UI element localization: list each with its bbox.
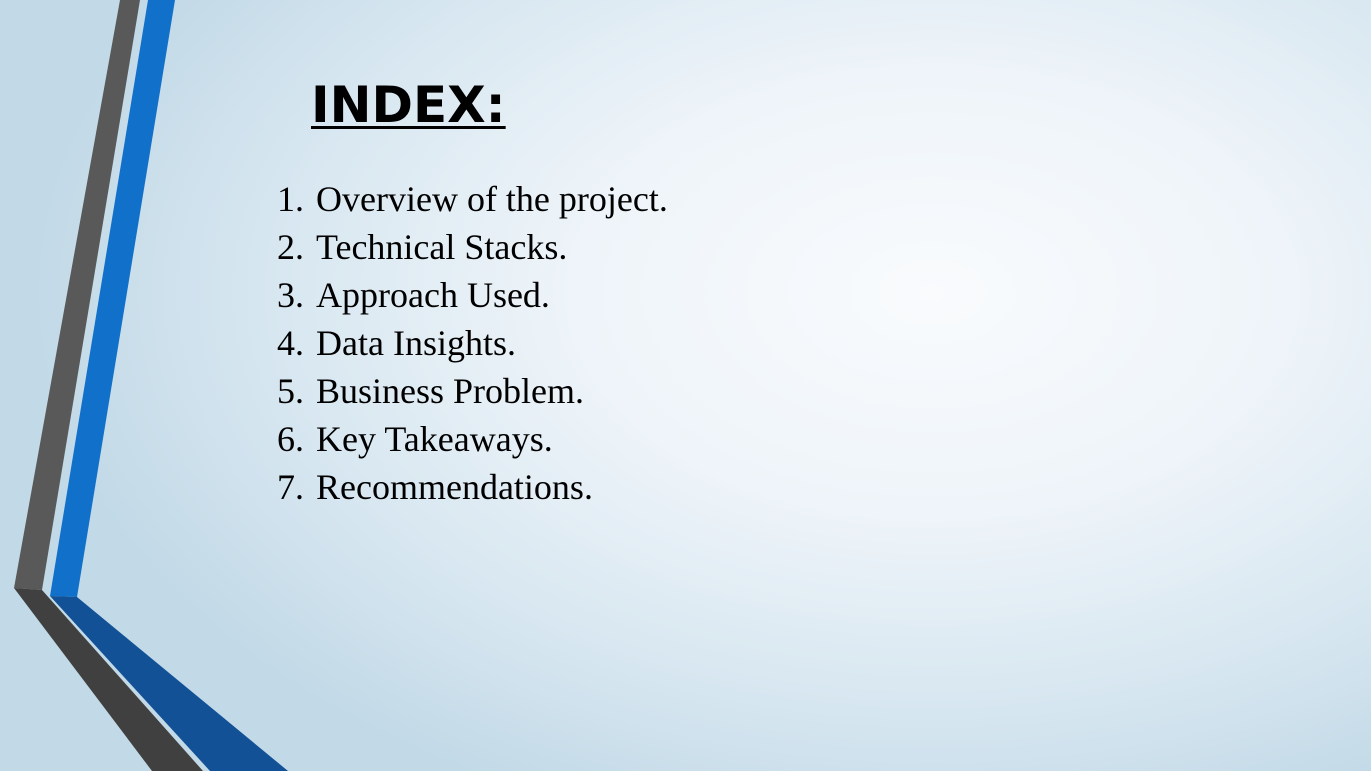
gray-stripe-vertical [14, 0, 140, 590]
gray-stripe-diagonal [14, 588, 203, 771]
list-item: 1. Overview of the project. [277, 175, 668, 223]
list-item-text: Overview of the project. [316, 179, 668, 219]
list-item: 2. Technical Stacks. [277, 223, 668, 271]
blue-stripe-vertical [50, 0, 175, 597]
list-item: 5. Business Problem. [277, 367, 668, 415]
list-item-number: 4. [277, 323, 304, 363]
list-item-number: 5. [277, 371, 304, 411]
slide-title: INDEX: [311, 76, 506, 134]
list-item-text: Recommendations. [316, 467, 593, 507]
list-item-number: 6. [277, 419, 304, 459]
list-item-number: 2. [277, 227, 304, 267]
list-item: 6. Key Takeaways. [277, 415, 668, 463]
index-list: 1. Overview of the project. 2. Technical S… [277, 175, 668, 511]
list-item: 7. Recommendations. [277, 463, 668, 511]
list-item-number: 3. [277, 275, 304, 315]
list-item-text: Approach Used. [316, 275, 550, 315]
list-item: 4. Data Insights. [277, 319, 668, 367]
list-item-text: Data Insights. [316, 323, 516, 363]
list-item-number: 1. [277, 179, 304, 219]
list-item: 3. Approach Used. [277, 271, 668, 319]
list-item-number: 7. [277, 467, 304, 507]
list-item-text: Business Problem. [316, 371, 585, 411]
list-item-text: Key Takeaways. [316, 419, 553, 459]
blue-stripe-diagonal [50, 596, 288, 771]
list-item-text: Technical Stacks. [316, 227, 568, 267]
